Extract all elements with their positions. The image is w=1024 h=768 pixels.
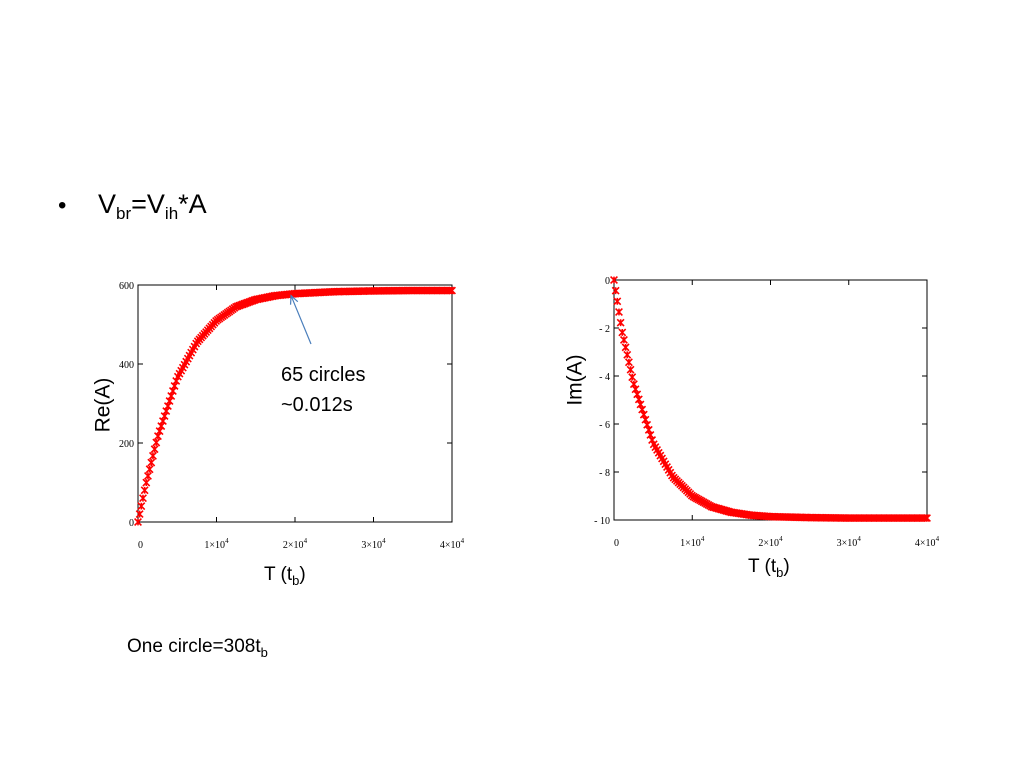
- left-data-point: [135, 510, 144, 519]
- annotation-arrow-line: [290, 295, 312, 345]
- right-data-point: [623, 350, 632, 359]
- right-plot-frame: [613, 279, 928, 521]
- formula-v: V: [98, 189, 117, 219]
- right-y-tick-label: - 10: [594, 516, 610, 527]
- right-data-point: [626, 365, 635, 374]
- right-x-tick-label: 4×104: [915, 535, 940, 549]
- footnote-sub: b: [260, 645, 268, 660]
- left-data-point: [144, 471, 152, 480]
- left-chart: 0 1×104 2×104 3×104 4×104 0 200 400 600: [119, 281, 465, 551]
- right-data-point: [628, 373, 637, 382]
- right-data-point: [611, 286, 620, 295]
- right-y-tick-label: - 2: [599, 324, 610, 335]
- left-series-markers: [134, 286, 456, 526]
- annotation-line-1: 65 circles: [281, 364, 366, 386]
- left-data-point: [137, 502, 146, 511]
- right-chart-xlabel-close: ): [783, 556, 790, 577]
- right-chart-xlabel-sub: b: [776, 565, 784, 580]
- left-data-point: [147, 458, 156, 467]
- annotation-line-2: ~0.012s: [281, 394, 353, 416]
- right-y-tick-label: 0: [605, 276, 610, 287]
- left-data-point: [134, 518, 142, 526]
- left-chart-xlabel-close: ): [299, 564, 306, 585]
- left-x-tick-label: 1×104: [204, 537, 229, 551]
- left-y-tick-label: 0: [129, 518, 134, 529]
- right-y-tick-label: - 4: [599, 372, 610, 383]
- right-x-tick-label: 3×104: [837, 535, 862, 549]
- left-y-tick-label: 400: [119, 360, 134, 371]
- left-data-point: [152, 438, 161, 447]
- right-chart-xlabel-text: T (t: [748, 556, 777, 577]
- formula-eq-v: =V: [131, 189, 165, 219]
- left-y-tick-label: 600: [119, 281, 134, 292]
- bullet-dot: •: [58, 192, 67, 219]
- left-data-point: [150, 445, 159, 454]
- formula-times-a: *A: [178, 189, 207, 219]
- left-x-tick-label: 2×104: [283, 537, 308, 551]
- left-x-tick-label: 3×104: [361, 537, 386, 551]
- right-y-tick-label: - 8: [599, 468, 610, 479]
- right-series-markers: [610, 276, 931, 523]
- right-x-tick-label: 1×104: [680, 535, 705, 549]
- right-data-point: [618, 328, 627, 337]
- footnote: One circle=308tb: [127, 636, 268, 660]
- left-chart-xlabel-text: T (t: [264, 564, 293, 585]
- right-y-tick-label: - 6: [599, 420, 610, 431]
- right-chart-xlabel: T (tb): [748, 556, 790, 580]
- right-data-point: [619, 335, 628, 344]
- left-chart-xlabel: T (tb): [264, 564, 306, 588]
- bullet-formula: • Vbr=Vih*A: [58, 186, 207, 224]
- annotation-arrow-head: [289, 294, 299, 305]
- formula-sub-ih: ih: [164, 204, 179, 223]
- left-chart-xlabel-sub: b: [292, 573, 300, 588]
- left-data-point: [145, 465, 154, 474]
- right-data-point: [615, 308, 623, 316]
- footnote-text: One circle=308t: [127, 636, 261, 657]
- right-data-point: [610, 276, 618, 284]
- right-data-point: [613, 297, 622, 306]
- right-data-point: [923, 514, 931, 523]
- formula-sub-br: br: [116, 204, 132, 223]
- right-data-point: [621, 343, 630, 352]
- left-chart-annotation: 65 circles ~0.012s: [281, 360, 365, 420]
- right-x-tick-label: 2×104: [758, 535, 783, 549]
- left-data-point: [142, 478, 151, 487]
- left-plot-frame: [137, 284, 453, 523]
- left-data-point: [140, 486, 149, 495]
- right-chart: 0 1×104 2×104 3×104 4×104 0 - 2 - 4 - 6 - 8 - 10: [594, 276, 939, 549]
- right-data-point: [624, 358, 633, 367]
- left-x-tick-label: 4×104: [440, 537, 465, 551]
- left-data-point: [139, 494, 147, 503]
- left-x-tick-label: 0: [138, 540, 143, 551]
- right-x-tick-label: 0: [614, 538, 619, 549]
- left-data-point: [148, 451, 157, 460]
- right-data-point: [616, 318, 625, 327]
- left-y-tick-label: 200: [119, 439, 134, 450]
- left-data-point: [448, 286, 456, 295]
